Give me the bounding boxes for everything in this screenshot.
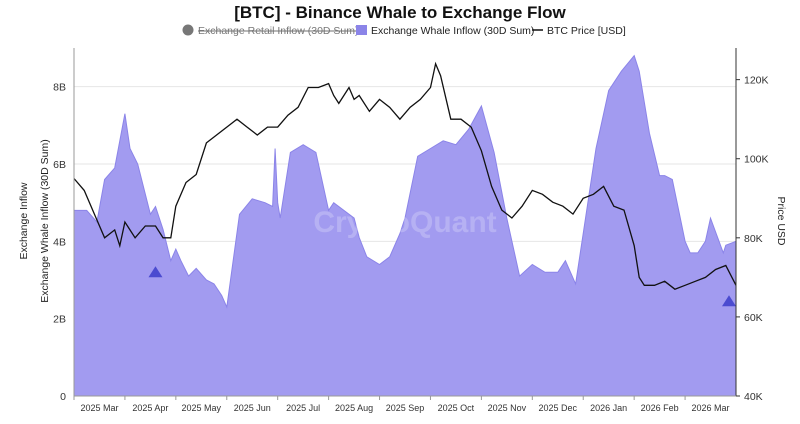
y-right-tick-label: 80K	[744, 233, 763, 245]
legend-retail-label: Exchange Retail Inflow (30D Sum)	[198, 25, 359, 37]
legend-price-label: BTC Price [USD]	[547, 25, 626, 37]
triangle-marker	[148, 266, 163, 278]
y-left-outer-label: Exchange Inflow	[18, 182, 30, 259]
whale-inflow-area	[73, 54, 737, 397]
y-right-tick-label: 40K	[744, 391, 763, 403]
x-tick-label: 2025 Mar	[80, 403, 118, 413]
x-tick-label: 2025 Apr	[132, 403, 168, 413]
x-tick-label: 2026 Jan	[590, 403, 627, 413]
x-tick-label: 2026 Mar	[692, 403, 730, 413]
y-right-ticks: 40K 60K 80K 100K 120K	[736, 75, 769, 403]
legend-item-price[interactable]: BTC Price [USD]	[532, 25, 626, 37]
y-left-tick-label: 6B	[53, 159, 66, 171]
legend-whale-label: Exchange Whale Inflow (30D Sum)	[371, 25, 534, 37]
x-tick-label: 2025 Dec	[539, 403, 578, 413]
legend-whale-swatch	[356, 25, 367, 35]
chart-title: [BTC] - Binance Whale to Exchange Flow	[234, 3, 566, 22]
y-left-tick-label: 2B	[53, 314, 66, 326]
x-tick-label: 2025 Jul	[286, 403, 320, 413]
legend-retail-swatch	[182, 24, 194, 36]
legend-item-retail[interactable]: Exchange Retail Inflow (30D Sum)	[182, 24, 359, 38]
y-left-tick-label: 4B	[53, 236, 66, 248]
y-left-inner-label: Exchange Whale Inflow (30D Sum)	[39, 139, 51, 302]
x-tick-label: 2025 Jun	[234, 403, 271, 413]
x-tick-label: 2025 Sep	[386, 403, 425, 413]
markers	[148, 266, 736, 307]
x-tick-label: 2025 Nov	[488, 403, 527, 413]
y-left-tick-label: 8B	[53, 82, 66, 94]
y-left-ticks: 0 2B 4B 6B 8B	[53, 82, 66, 403]
x-ticks: 2025 Mar 2025 Apr 2025 May 2025 Jun 2025 Jul…	[73, 396, 730, 413]
legend-item-whale[interactable]: Exchange Whale Inflow (30D Sum)	[356, 25, 534, 37]
triangle-marker	[722, 295, 736, 307]
y-right-tick-label: 100K	[744, 154, 769, 166]
x-tick-label: 2025 Aug	[335, 403, 373, 413]
x-tick-label: 2025 Oct	[438, 403, 475, 413]
btc-price-line	[73, 61, 737, 290]
x-tick-label: 2025 May	[182, 403, 222, 413]
y-right-tick-label: 120K	[744, 75, 769, 87]
legend: Exchange Retail Inflow (30D Sum) Exchang…	[182, 24, 626, 38]
y-right-tick-label: 60K	[744, 312, 763, 324]
y-right-label: Price USD	[775, 196, 787, 245]
x-tick-label: 2026 Feb	[641, 403, 679, 413]
y-left-tick-label: 0	[60, 391, 66, 403]
watermark: CryptoQuant	[313, 206, 496, 239]
